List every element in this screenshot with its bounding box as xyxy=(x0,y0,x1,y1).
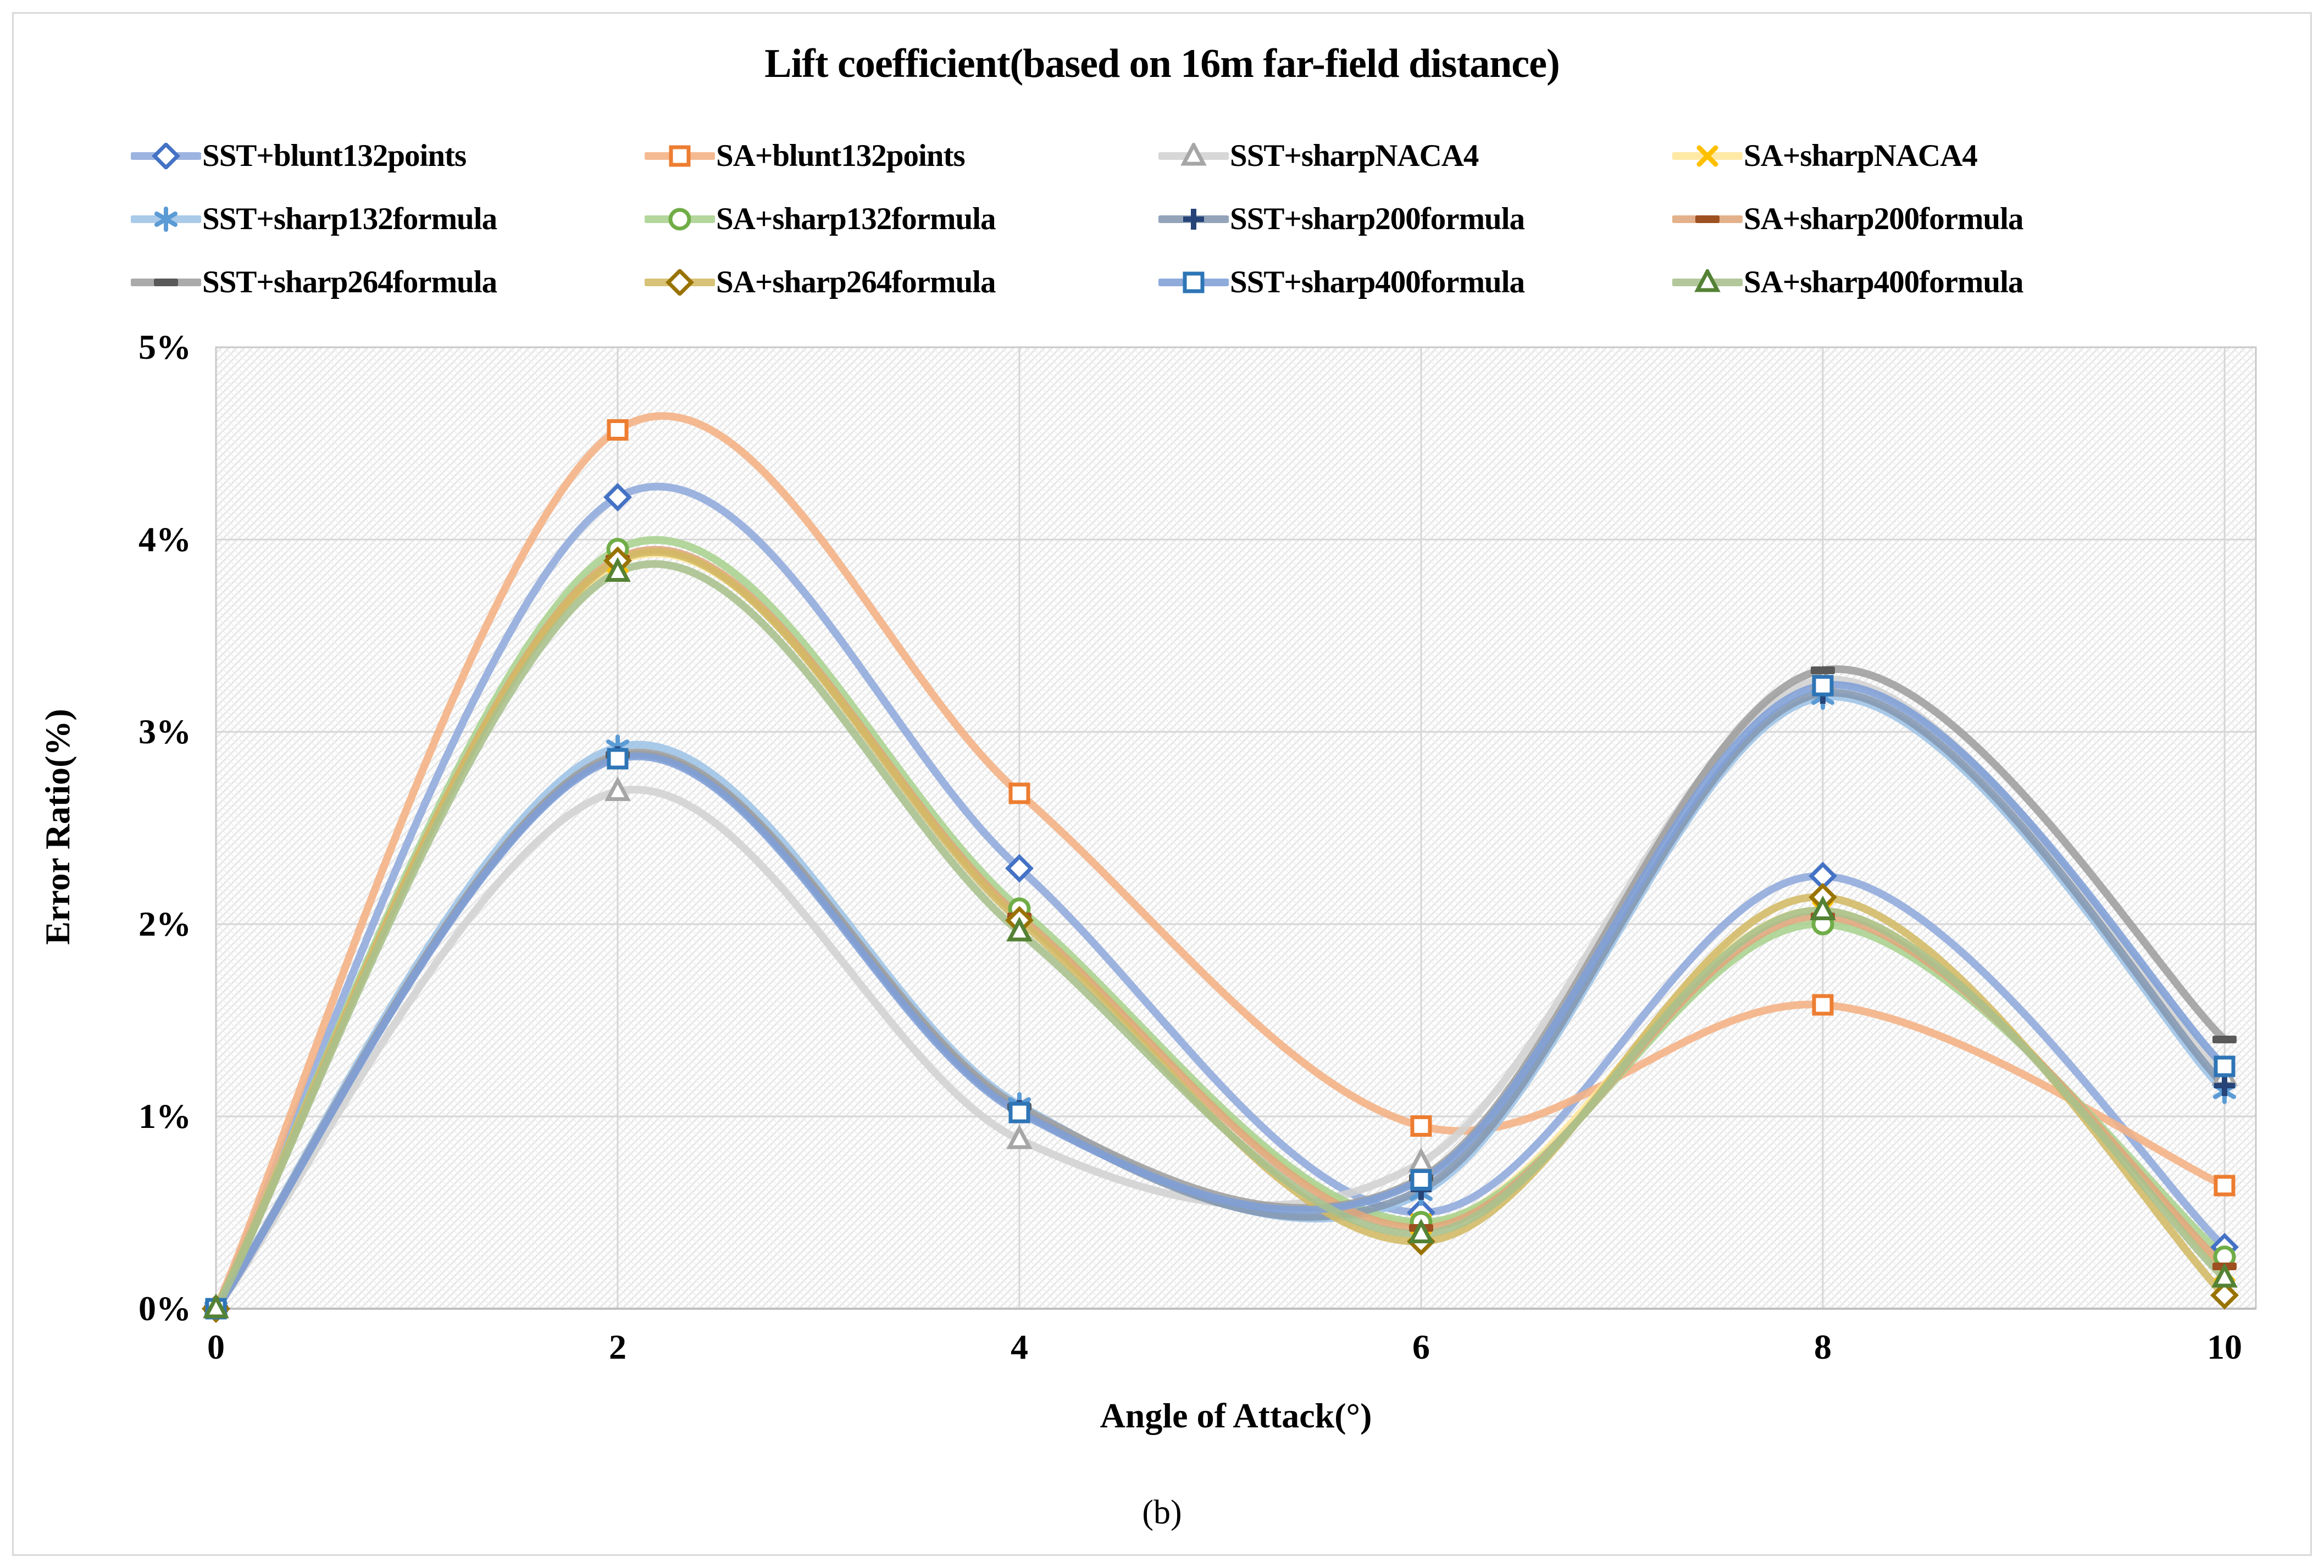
series-lines xyxy=(212,412,2228,1313)
series-marker-SST+blunt132points xyxy=(1005,854,1034,883)
chart-title: Lift coefficient(based on 16m far-field … xyxy=(764,41,1560,86)
legend-item-SA+sharp264formula: SA+sharp264formula xyxy=(645,264,1158,300)
legend-marker-triangle-icon xyxy=(1158,142,1229,165)
legend-marker-square-icon xyxy=(645,145,715,166)
x-tick-label: 2 xyxy=(609,1327,626,1366)
series-marker-SST+sharp400formula xyxy=(1410,1169,1432,1191)
y-tick-label: 3% xyxy=(138,712,191,751)
y-tick-label: 1% xyxy=(138,1097,191,1136)
series-marker-SST+sharpNACA4 xyxy=(604,776,631,801)
legend: SST+blunt132points SA+blunt132points SST+s… xyxy=(131,124,2274,314)
legend-label: SST+sharp132formula xyxy=(202,202,497,236)
legend-marker-diamond-icon xyxy=(645,269,715,296)
y-tick-label: 5% xyxy=(138,327,191,366)
legend-row: SST+sharp264formula SA+sharp264formula SST… xyxy=(131,251,2274,314)
legend-marker-triangle-icon xyxy=(1672,269,1743,292)
legend-marker-dash-icon xyxy=(1672,215,1743,223)
legend-marker-x-icon xyxy=(1672,145,1743,166)
legend-marker-asterisk-icon xyxy=(131,206,201,232)
series-marker-SST+sharp200formula xyxy=(2214,1075,2235,1096)
x-tick-label: 8 xyxy=(1814,1327,1832,1366)
series-marker-SA+sharp400formula xyxy=(2211,1263,2238,1288)
legend-row: SST+blunt132points SA+blunt132points SST+s… xyxy=(131,124,2274,187)
series-marker-SST+sharp264formula xyxy=(1811,666,1835,674)
series-marker-SA+sharp400formula xyxy=(1408,1219,1434,1243)
legend-label: SA+blunt132points xyxy=(716,138,966,173)
legend-label: SA+sharp200formula xyxy=(1744,202,2024,236)
legend-item-SST+blunt132points: SST+blunt132points xyxy=(131,138,645,174)
legend-row: SST+sharp132formula SA+sharp132formula SST… xyxy=(131,187,2274,251)
series-markers xyxy=(202,419,2239,1323)
legend-item-SA+sharp400formula: SA+sharp400formula xyxy=(1672,264,2024,300)
legend-item-SST+sharp132formula: SST+sharp132formula xyxy=(131,201,645,237)
series-marker-SST+sharp400formula xyxy=(607,748,629,770)
legend-label: SST+sharp200formula xyxy=(1230,202,1525,236)
legend-marker-circle-icon xyxy=(645,208,715,230)
legend-label: SST+blunt132points xyxy=(202,138,467,173)
y-axis-title: Error Ratio(%) xyxy=(38,709,77,945)
series-marker-SST+blunt132points xyxy=(603,483,632,511)
legend-label: SST+sharpNACA4 xyxy=(1230,138,1479,173)
x-tick-label: 10 xyxy=(2207,1327,2242,1366)
x-axis-title: Angle of Attack(°) xyxy=(1100,1396,1372,1435)
legend-label: SA+sharp400formula xyxy=(1744,265,2024,299)
series-marker-SA+blunt132points xyxy=(1008,782,1030,804)
series-marker-SA+blunt132points xyxy=(2214,1175,2236,1197)
figure-caption: (b) xyxy=(1142,1494,1182,1531)
y-tick-label: 2% xyxy=(138,904,191,943)
series-marker-SA+sharp264formula xyxy=(2210,1281,2239,1310)
legend-marker-plus-icon xyxy=(1158,208,1229,230)
series-marker-SA+sharp400formula xyxy=(1006,916,1033,942)
x-tick-label: 4 xyxy=(1011,1327,1028,1366)
legend-label: SST+sharp264formula xyxy=(202,265,497,299)
legend-item-SST+sharp400formula: SST+sharp400formula xyxy=(1158,264,1672,300)
series-marker-SA+blunt132points xyxy=(607,419,629,441)
legend-item-SST+sharp200formula: SST+sharp200formula xyxy=(1158,201,1672,237)
x-tick-label: 6 xyxy=(1412,1327,1430,1366)
legend-item-SA+sharp200formula: SA+sharp200formula xyxy=(1672,201,2024,237)
series-marker-SA+blunt132points xyxy=(1410,1115,1432,1137)
legend-marker-diamond-icon xyxy=(131,142,201,169)
legend-item-SST+sharpNACA4: SST+sharpNACA4 xyxy=(1158,138,1672,174)
y-tick-label: 4% xyxy=(138,520,191,559)
legend-label: SA+sharp264formula xyxy=(716,265,996,299)
legend-label: SA+sharpNACA4 xyxy=(1744,138,1978,173)
series-marker-SA+sharp400formula xyxy=(604,557,631,582)
legend-item-SA+sharpNACA4: SA+sharpNACA4 xyxy=(1672,138,1978,174)
series-line-SST+sharp400formula xyxy=(212,681,2228,1313)
series-marker-SST+sharp264formula xyxy=(2212,1036,2237,1043)
legend-marker-square-icon xyxy=(1158,271,1229,293)
legend-marker-dash-icon xyxy=(131,278,201,286)
legend-item-SST+sharp264formula: SST+sharp264formula xyxy=(131,264,645,300)
series-marker-SA+sharp400formula xyxy=(203,1293,229,1319)
legend-item-SA+sharp132formula: SA+sharp132formula xyxy=(645,201,1158,237)
legend-item-SA+blunt132points: SA+blunt132points xyxy=(645,138,1158,174)
series-marker-SST+sharp400formula xyxy=(1812,675,1834,697)
y-tick-label: 0% xyxy=(138,1289,191,1328)
series-marker-SA+sharp400formula xyxy=(1810,896,1836,920)
legend-label: SA+sharp132formula xyxy=(716,202,996,236)
legend-label: SST+sharp400formula xyxy=(1230,265,1525,299)
series-marker-SA+blunt132points xyxy=(1812,994,1834,1016)
series-marker-SST+sharp400formula xyxy=(1008,1102,1030,1124)
series-marker-SST+sharpNACA4 xyxy=(1006,1124,1033,1149)
x-tick-label: 0 xyxy=(207,1327,225,1366)
series-line-SST+blunt132points xyxy=(212,482,2228,1313)
series-marker-SST+sharp400formula xyxy=(2214,1055,2236,1077)
series-line-SA+sharp400formula xyxy=(212,560,2228,1313)
